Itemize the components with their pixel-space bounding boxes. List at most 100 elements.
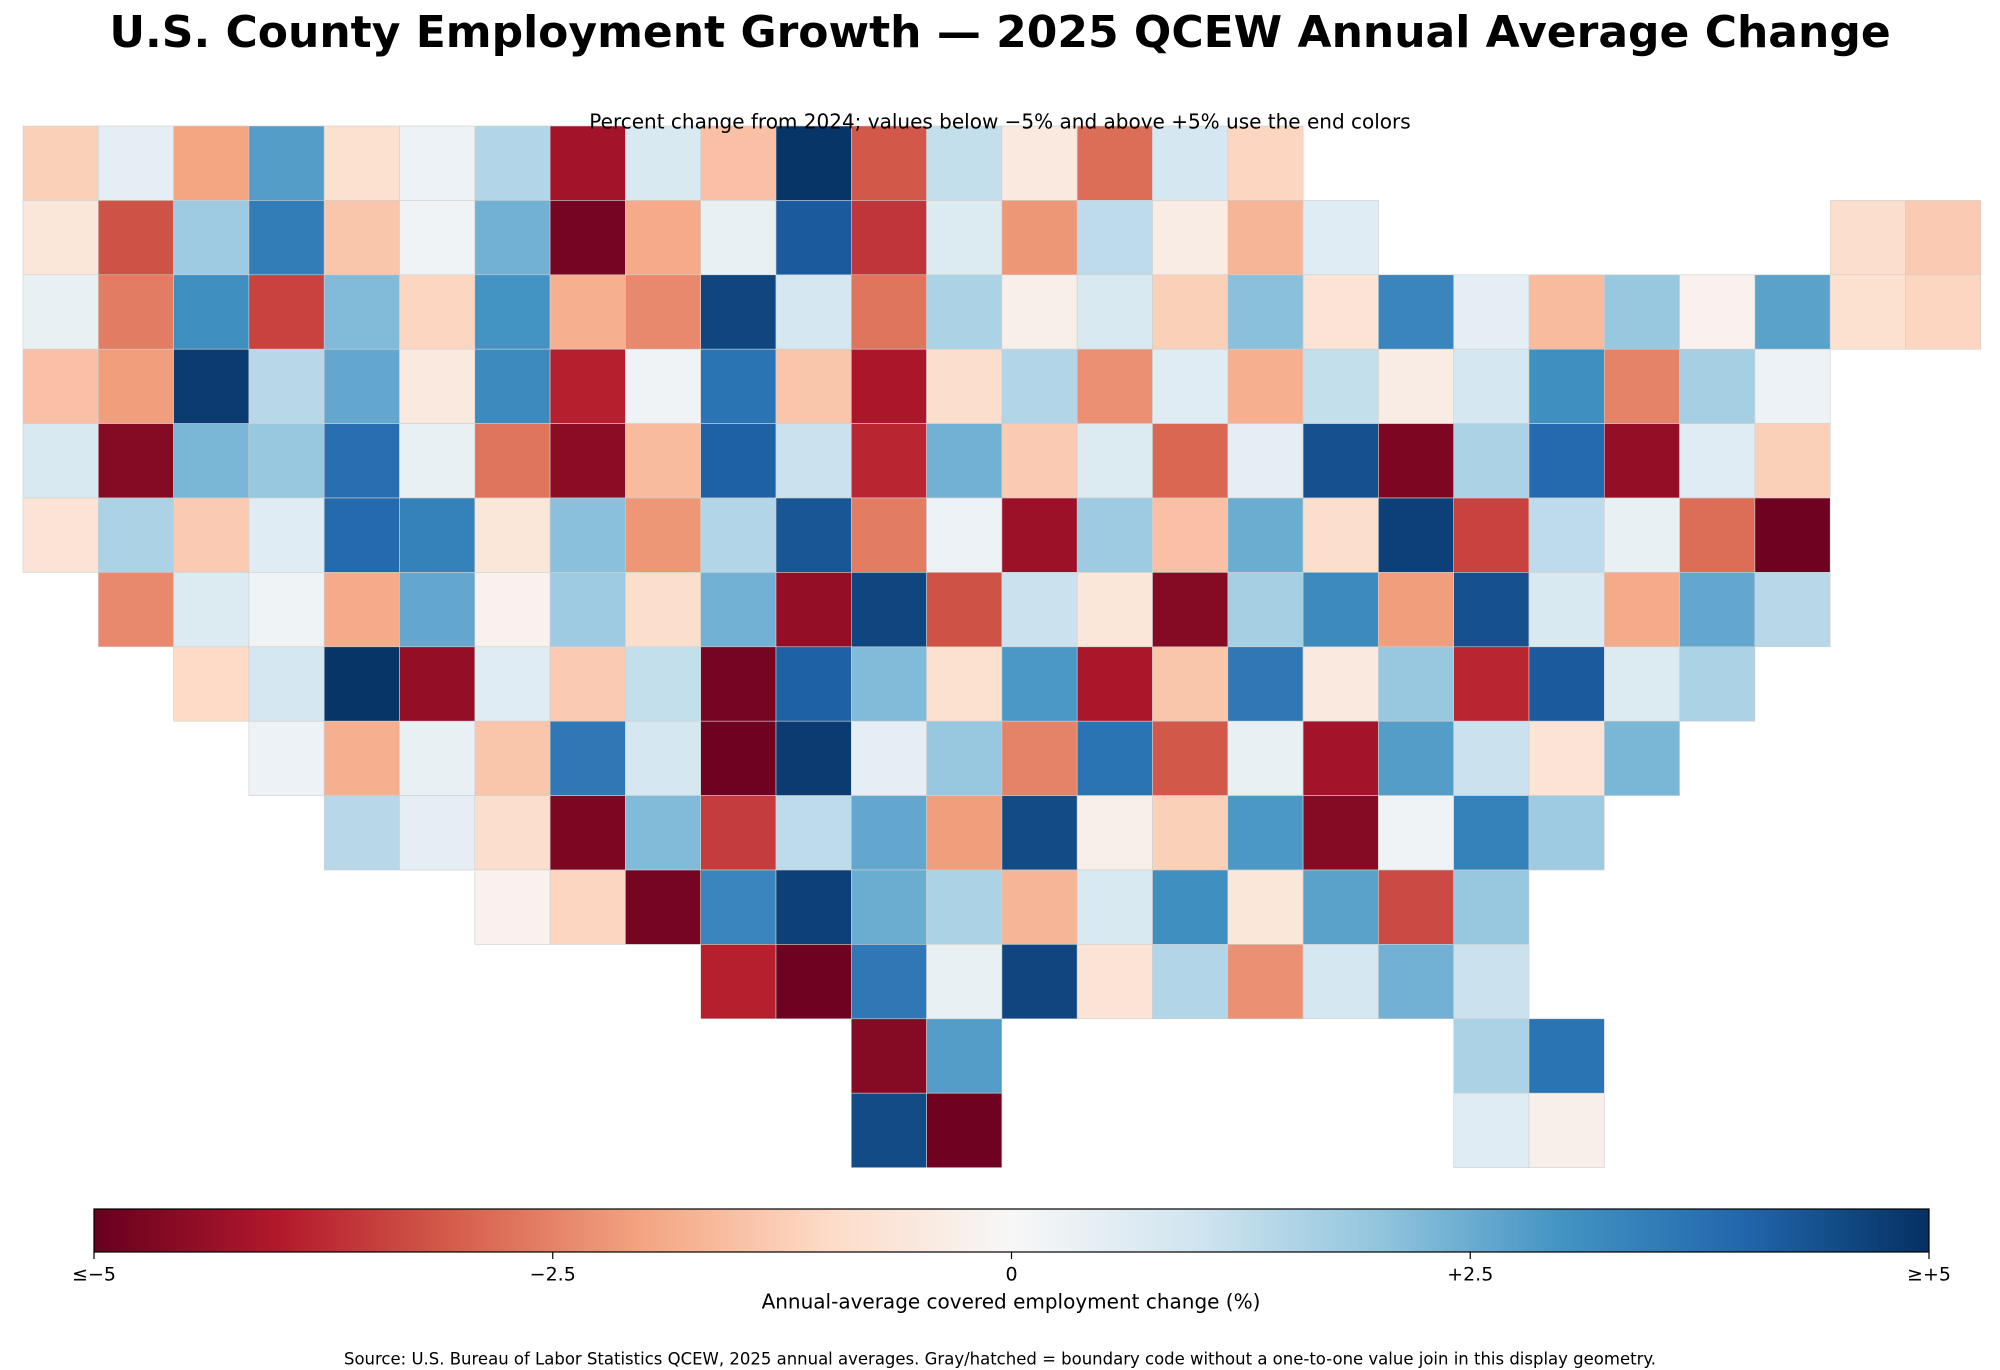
- county-cell: [1001, 200, 1078, 276]
- county-cell: [1453, 274, 1530, 350]
- county-cell: [98, 274, 174, 350]
- county-cell: [700, 944, 777, 1020]
- county-cell: [1001, 274, 1078, 350]
- colorbar-tick-label: ≤−5: [72, 1264, 116, 1286]
- county-cell: [399, 720, 476, 796]
- county-cell: [775, 423, 852, 499]
- county-cell: [1378, 572, 1455, 648]
- county-cell: [700, 795, 777, 871]
- county-cell: [926, 572, 1003, 648]
- county-cell: [474, 348, 551, 424]
- county-cell: [926, 125, 1003, 201]
- county-cell: [1227, 944, 1304, 1020]
- county-cell: [1076, 869, 1153, 945]
- county-cell: [323, 200, 400, 276]
- county-cell: [700, 497, 777, 573]
- county-cell: [323, 646, 400, 722]
- county-cell: [1001, 944, 1078, 1020]
- county-cell: [323, 423, 400, 499]
- county-cell: [1378, 423, 1455, 499]
- county-cell: [323, 497, 400, 573]
- county-cell: [926, 869, 1003, 945]
- county-cell: [1679, 572, 1756, 648]
- county-cell: [700, 720, 777, 796]
- county-cell: [1001, 720, 1078, 796]
- county-cell: [1378, 274, 1455, 350]
- county-cell: [850, 720, 927, 796]
- county-cell: [399, 497, 476, 573]
- map-title: U.S. County Employment Growth — 2025 QCE…: [109, 7, 1890, 58]
- county-cell: [1152, 125, 1229, 201]
- county-cell: [1001, 572, 1078, 648]
- county-cell: [474, 572, 551, 648]
- county-cell: [173, 274, 250, 350]
- county-cell: [549, 720, 626, 796]
- county-cell: [1302, 646, 1379, 722]
- county-cell: [98, 125, 174, 201]
- county-cell: [1227, 572, 1304, 648]
- county-cell: [248, 497, 325, 573]
- county-cell: [248, 423, 325, 499]
- county-cell: [850, 200, 927, 276]
- county-cell: [700, 125, 777, 201]
- county-cell: [323, 795, 400, 871]
- county-cell: [1152, 423, 1229, 499]
- county-cell: [1001, 423, 1078, 499]
- county-cell: [98, 497, 174, 573]
- county-cell: [625, 200, 702, 276]
- county-cell: [775, 274, 852, 350]
- county-cell: [775, 869, 852, 945]
- county-cell: [1001, 646, 1078, 722]
- county-cell: [98, 200, 174, 276]
- county-cell: [926, 944, 1003, 1020]
- county-cell: [248, 348, 325, 424]
- county-cell: [474, 497, 551, 573]
- county-cell: [926, 1092, 1003, 1168]
- county-cell: [1302, 497, 1379, 573]
- county-cell: [1453, 720, 1530, 796]
- county-cell: [22, 423, 99, 499]
- county-cell: [248, 646, 325, 722]
- county-cell: [1302, 944, 1379, 1020]
- county-cell: [98, 572, 174, 648]
- county-cell: [700, 869, 777, 945]
- county-cell: [1152, 944, 1229, 1020]
- county-cell: [1829, 274, 1906, 350]
- county-cell: [625, 572, 702, 648]
- county-cell: [399, 646, 476, 722]
- county-cell: [1076, 720, 1153, 796]
- county-cell: [625, 795, 702, 871]
- county-cell: [1001, 795, 1078, 871]
- county-cell: [1905, 274, 1982, 350]
- county-cell: [173, 572, 250, 648]
- county-cell: [1227, 497, 1304, 573]
- county-cell: [1076, 125, 1153, 201]
- county-cell: [1604, 274, 1680, 350]
- county-cell: [1604, 720, 1680, 796]
- county-cell: [474, 423, 551, 499]
- county-cell: [850, 944, 927, 1020]
- county-cell: [625, 125, 702, 201]
- county-cell: [1302, 869, 1379, 945]
- county-cell: [1302, 572, 1379, 648]
- county-cell: [22, 125, 99, 201]
- county-cell: [625, 274, 702, 350]
- county-cell: [1604, 646, 1680, 722]
- county-cell: [926, 1018, 1003, 1094]
- county-cell: [625, 423, 702, 499]
- county-cell: [1528, 1018, 1605, 1094]
- county-cell: [850, 1092, 927, 1168]
- county-cell: [549, 572, 626, 648]
- county-cell: [1076, 646, 1153, 722]
- county-cell: [1152, 720, 1229, 796]
- county-cell: [1152, 646, 1229, 722]
- county-cell: [173, 200, 250, 276]
- county-cell: [549, 423, 626, 499]
- county-cell: [850, 125, 927, 201]
- county-cell: [1001, 497, 1078, 573]
- county-cell: [1679, 423, 1756, 499]
- county-cell: [1076, 497, 1153, 573]
- county-cell: [926, 497, 1003, 573]
- county-cell: [474, 795, 551, 871]
